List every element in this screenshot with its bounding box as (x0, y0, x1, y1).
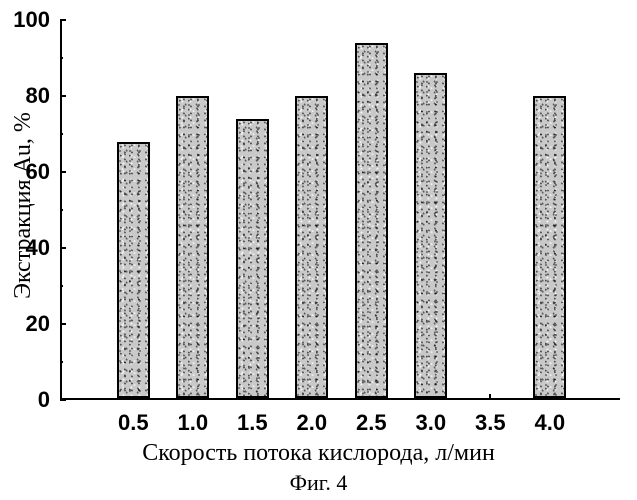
y-axis-label: Экстракция Au, % (10, 0, 36, 410)
plot-area: 0204060801000.51.01.52.02.53.03.54.0 (60, 20, 620, 400)
y-axis-label-text: Экстракция Au, % (10, 112, 37, 299)
y-tick-mark (60, 95, 66, 97)
bar (414, 73, 447, 398)
x-tick-label: 4.0 (535, 400, 566, 436)
x-tick-label: 3.0 (416, 400, 447, 436)
plot: 0204060801000.51.01.52.02.53.03.54.0 (60, 20, 620, 400)
bar (295, 96, 328, 398)
y-tick-mark (60, 19, 66, 21)
bar (355, 43, 388, 398)
y-tick-label: 40 (26, 235, 60, 261)
y-tick-label: 100 (13, 7, 60, 33)
y-tick-mark (60, 323, 66, 325)
y-tick-mark (60, 399, 66, 401)
y-minor-tick-mark (60, 57, 63, 59)
y-minor-tick-mark (60, 285, 63, 287)
y-tick-mark (60, 171, 66, 173)
x-tick-label: 0.5 (118, 400, 149, 436)
x-axis-caption: Скорость потока кислорода, л/мин (0, 440, 637, 467)
y-minor-tick-mark (60, 361, 63, 363)
bar (533, 96, 566, 398)
y-tick-label: 60 (26, 159, 60, 185)
figure-caption-text: Фиг. 4 (290, 470, 348, 495)
x-tick-label: 2.0 (297, 400, 328, 436)
y-tick-label: 20 (26, 311, 60, 337)
figure-caption: Фиг. 4 (0, 470, 637, 496)
bar (117, 142, 150, 398)
x-tick-label: 1.5 (237, 400, 268, 436)
x-tick-label: 2.5 (356, 400, 387, 436)
y-minor-tick-mark (60, 209, 63, 211)
x-tick-label: 1.0 (178, 400, 209, 436)
y-tick-label: 80 (26, 83, 60, 109)
y-minor-tick-mark (60, 133, 63, 135)
y-tick-label: 0 (38, 387, 60, 413)
x-axis-caption-text: Скорость потока кислорода, л/мин (142, 440, 495, 466)
y-tick-mark (60, 247, 66, 249)
bar (236, 119, 269, 398)
figure: Экстракция Au, % 0204060801000.51.01.52.… (0, 0, 637, 500)
x-tick-label: 3.5 (475, 400, 506, 436)
bar (176, 96, 209, 398)
